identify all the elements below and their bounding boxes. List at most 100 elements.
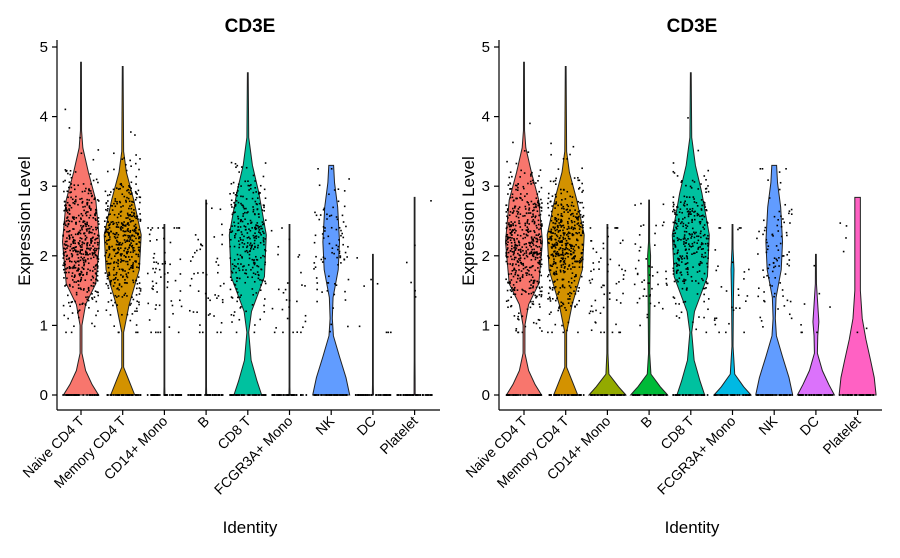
data-point	[558, 248, 560, 251]
data-point	[90, 225, 93, 228]
data-point	[530, 237, 533, 239]
data-point	[802, 394, 804, 396]
data-point	[561, 284, 564, 286]
data-point	[656, 271, 659, 274]
data-point	[781, 255, 784, 257]
data-point	[513, 237, 515, 240]
data-point	[507, 193, 509, 195]
data-point	[133, 230, 135, 233]
data-point	[237, 201, 240, 204]
data-point	[412, 394, 415, 396]
data-point	[738, 394, 741, 396]
data-point	[573, 220, 576, 223]
data-point	[704, 242, 707, 245]
data-point	[243, 225, 246, 227]
data-point	[702, 201, 705, 203]
data-point	[686, 271, 689, 274]
data-point	[249, 237, 251, 240]
data-point	[430, 394, 432, 396]
data-point	[90, 192, 92, 195]
data-point	[95, 212, 97, 215]
data-point	[529, 212, 532, 214]
data-point	[123, 294, 126, 296]
data-point	[767, 394, 770, 396]
data-point	[690, 275, 693, 278]
data-point	[594, 299, 597, 302]
data-point	[554, 247, 557, 249]
data-point	[638, 297, 641, 300]
data-point	[532, 279, 535, 282]
data-point	[230, 314, 233, 316]
data-point	[127, 188, 129, 191]
data-point	[556, 297, 558, 300]
data-point	[70, 260, 73, 263]
data-point	[596, 394, 598, 396]
data-point	[578, 261, 581, 264]
data-point	[74, 274, 76, 277]
data-point	[683, 278, 685, 281]
data-point	[555, 252, 558, 255]
data-point	[601, 394, 604, 396]
data-point	[321, 261, 324, 263]
data-point	[72, 267, 74, 270]
data-point	[539, 249, 542, 252]
data-point	[104, 232, 106, 234]
data-point	[574, 394, 577, 396]
data-point	[244, 250, 247, 253]
data-point	[555, 217, 558, 220]
data-point	[129, 193, 132, 195]
data-point	[518, 220, 520, 222]
data-point	[703, 300, 705, 303]
data-point	[135, 175, 138, 178]
data-point	[293, 394, 296, 396]
data-point	[97, 217, 100, 219]
data-point	[548, 269, 551, 272]
data-point	[509, 250, 512, 252]
data-point	[62, 268, 65, 271]
data-point	[114, 278, 116, 280]
data-point	[569, 209, 571, 212]
data-point	[340, 262, 342, 264]
data-point	[247, 236, 250, 239]
data-point	[295, 394, 298, 396]
jitter-points	[187, 202, 225, 396]
data-point	[624, 269, 627, 272]
data-point	[561, 258, 564, 261]
data-point	[315, 255, 317, 258]
data-point	[562, 257, 564, 259]
data-point	[108, 234, 110, 236]
data-point	[254, 180, 256, 182]
data-point	[63, 190, 65, 193]
data-point	[123, 282, 126, 284]
data-point	[672, 162, 675, 164]
data-point	[579, 213, 582, 216]
data-point	[699, 262, 701, 265]
data-point	[645, 258, 648, 260]
data-point	[590, 240, 592, 242]
data-point	[211, 394, 214, 396]
data-point	[566, 248, 569, 250]
data-point	[86, 198, 88, 201]
data-point	[577, 200, 580, 203]
data-point	[563, 267, 566, 269]
data-point	[683, 205, 686, 207]
data-point	[105, 228, 108, 231]
data-point	[693, 232, 696, 235]
data-point	[112, 232, 115, 235]
data-point	[244, 180, 247, 183]
data-point	[563, 207, 565, 210]
data-point	[242, 204, 244, 207]
data-point	[233, 259, 236, 261]
data-point	[550, 235, 553, 238]
data-point	[570, 204, 573, 207]
data-point	[88, 232, 90, 234]
data-point	[137, 394, 140, 396]
data-point	[513, 288, 515, 291]
data-point	[132, 247, 135, 249]
data-point	[552, 226, 555, 228]
data-point	[95, 300, 98, 303]
data-point	[343, 394, 346, 396]
data-point	[562, 278, 565, 281]
data-point	[313, 394, 315, 396]
data-point	[572, 251, 575, 254]
